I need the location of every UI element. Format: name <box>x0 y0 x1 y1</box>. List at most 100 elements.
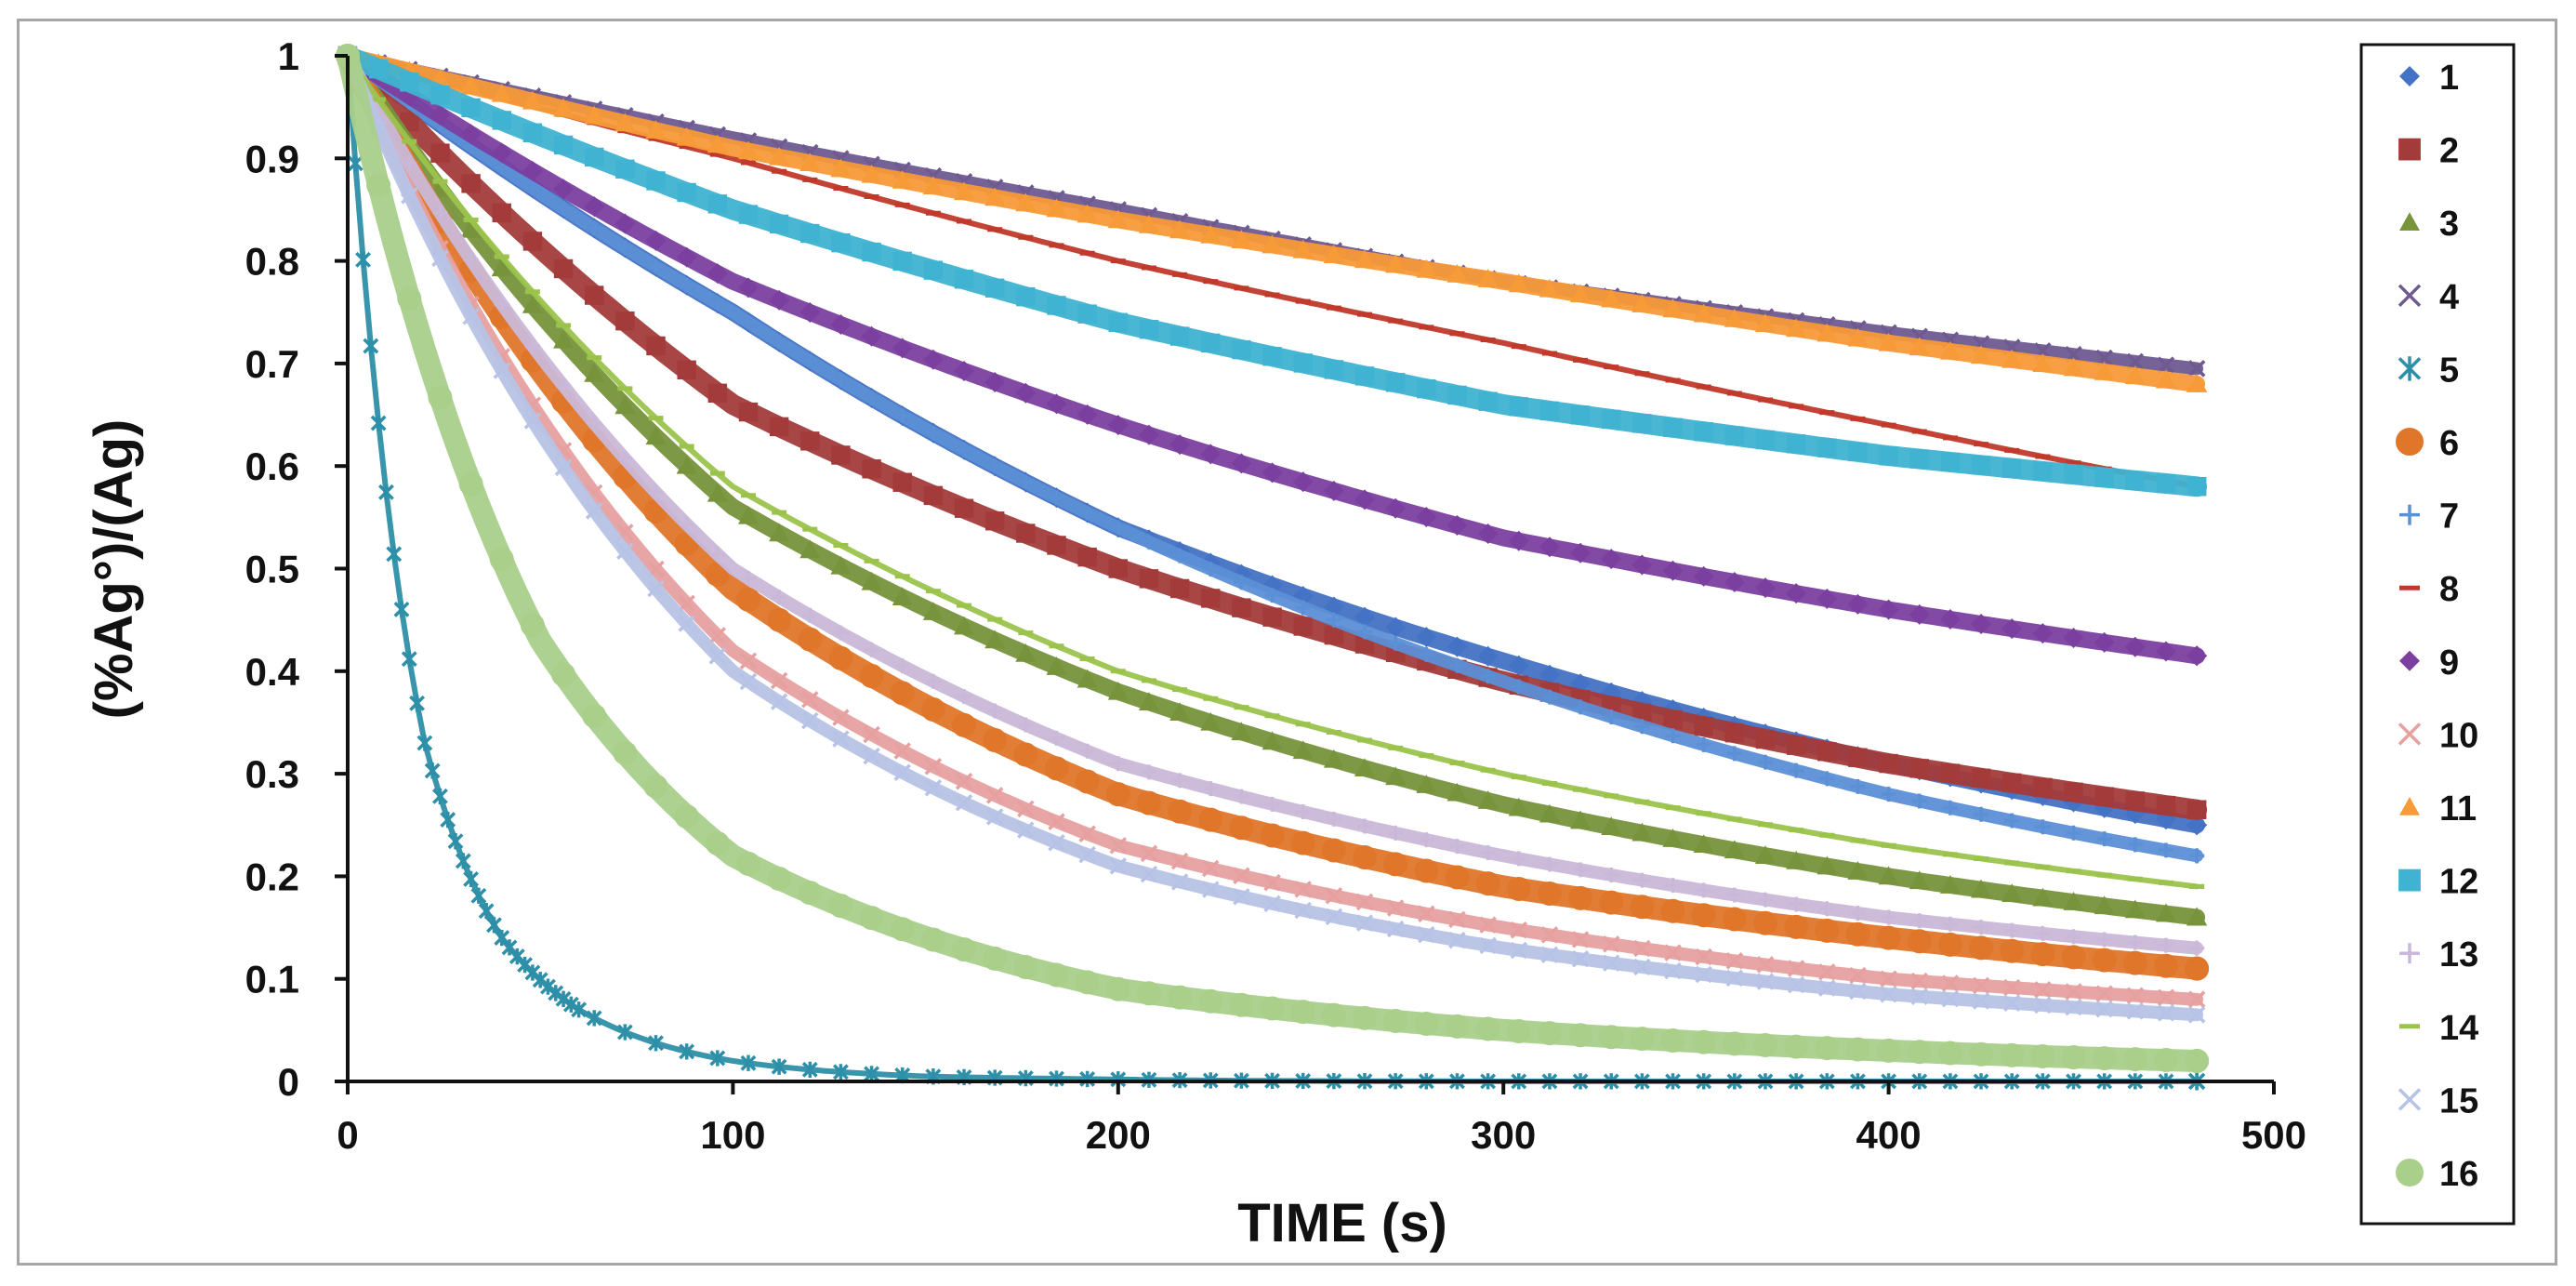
series-11-point <box>1878 332 1899 351</box>
series-16-point <box>1229 992 1254 1017</box>
series-3-point <box>1939 875 1961 894</box>
series-9-point <box>2032 623 2054 644</box>
series-15-point <box>739 672 758 691</box>
series-13-point <box>2158 937 2173 953</box>
series-5-point <box>401 651 417 668</box>
series-13-point <box>432 205 448 221</box>
series-6-point <box>1353 845 1378 870</box>
series-6-point <box>1383 852 1408 877</box>
series-10-point <box>1140 844 1158 863</box>
series-12-point <box>954 270 974 289</box>
series-16-point <box>2122 1047 2147 1072</box>
series-6-point <box>2030 942 2055 967</box>
series-13-point <box>1018 717 1034 733</box>
series-15-point <box>1017 821 1035 839</box>
series-15-point <box>1140 865 1158 883</box>
series-7-point <box>833 372 849 388</box>
series-7-point <box>1264 588 1280 603</box>
legend-marker-16 <box>2396 1159 2424 1187</box>
series-15-point <box>1725 969 1744 988</box>
series-16-point <box>1568 1023 1593 1048</box>
series-10-point <box>1725 952 1744 970</box>
series-7-point <box>2035 819 2051 835</box>
legend-label-3: 3 <box>2439 205 2459 244</box>
series-9-point <box>1015 382 1037 404</box>
series-9-point <box>1292 471 1314 493</box>
series-3-point <box>584 363 605 382</box>
series-15-point <box>1170 873 1189 891</box>
series-9-point <box>553 179 575 200</box>
series-6-point <box>1013 742 1038 767</box>
series-1-point <box>1354 606 1376 628</box>
series-11-point <box>1416 259 1437 278</box>
series-11-point <box>522 90 543 110</box>
series-12-point <box>1509 397 1528 417</box>
series-7-point <box>1942 800 1958 815</box>
series-3-point <box>769 523 790 542</box>
series-3-point <box>553 329 575 349</box>
x-tick-label: 500 <box>2241 1113 2306 1157</box>
series-6-point <box>1290 830 1315 855</box>
legend-label-2: 2 <box>2439 132 2459 171</box>
series-9-point <box>645 230 667 251</box>
series-16-point <box>1383 1008 1408 1033</box>
series-15-point <box>1756 973 1775 990</box>
series-9-point <box>522 161 543 182</box>
series-7-point <box>740 314 756 330</box>
series-2-point <box>707 383 728 404</box>
series-5-point <box>864 1066 880 1082</box>
series-2-point <box>1139 569 1159 589</box>
legend-item-8: 8 <box>2399 570 2459 609</box>
series-16-point <box>1937 1041 1962 1066</box>
series-9-point <box>1477 523 1499 544</box>
x-axis-title: TIME (s) <box>1237 1193 1447 1253</box>
series-6-point <box>2122 950 2147 975</box>
series-15-point <box>1418 925 1435 944</box>
series-15-point <box>1941 989 1960 1008</box>
y-tick-label: 0.4 <box>245 650 300 694</box>
series-6-point <box>1475 871 1500 896</box>
series-2-point <box>522 232 543 251</box>
series-5-point <box>586 1010 602 1027</box>
series-15-point <box>1263 895 1281 913</box>
series-2-point <box>615 311 635 331</box>
series-10-point <box>1972 976 1990 995</box>
series-11-point <box>1816 323 1838 342</box>
legend-item-1: 1 <box>2399 59 2459 98</box>
series-9-point <box>922 349 944 370</box>
series-6-end-point <box>2185 956 2210 981</box>
series-3-point <box>2063 892 2084 910</box>
series-16-point <box>735 851 760 876</box>
series-9-point <box>1786 583 1807 604</box>
series-16-point <box>2000 1042 2025 1067</box>
series-3-point <box>1508 797 1529 816</box>
series-12-point <box>492 111 511 130</box>
series-9-point <box>614 213 636 234</box>
series-12-point <box>2064 465 2083 484</box>
series-12-point <box>553 135 574 155</box>
series-3-point <box>522 294 543 313</box>
series-10-point <box>1818 963 1836 981</box>
series-16-point <box>1537 1021 1562 1046</box>
series-11-point <box>2094 361 2115 380</box>
series-7-point <box>1234 575 1249 590</box>
plot-series <box>336 44 2210 1091</box>
series-3-point <box>1169 702 1191 721</box>
series-13-point <box>1357 818 1373 834</box>
series-15-point <box>462 308 480 325</box>
series-2-point <box>646 336 666 356</box>
series-11-point <box>1539 278 1560 298</box>
series-13-point <box>587 416 602 431</box>
series-12-point <box>2094 468 2114 487</box>
series-13-point <box>617 451 633 467</box>
x-tick-label: 300 <box>1471 1113 1536 1157</box>
series-3-point <box>1477 790 1499 809</box>
series-15-point <box>1787 975 1805 994</box>
series-2-point <box>862 459 881 479</box>
series-11-point <box>553 98 575 117</box>
series-2-point <box>2125 791 2146 811</box>
series-9-point <box>892 338 913 359</box>
series-1-point <box>1385 616 1407 638</box>
series-7-point <box>2096 831 2112 847</box>
series-7-point <box>556 201 572 217</box>
